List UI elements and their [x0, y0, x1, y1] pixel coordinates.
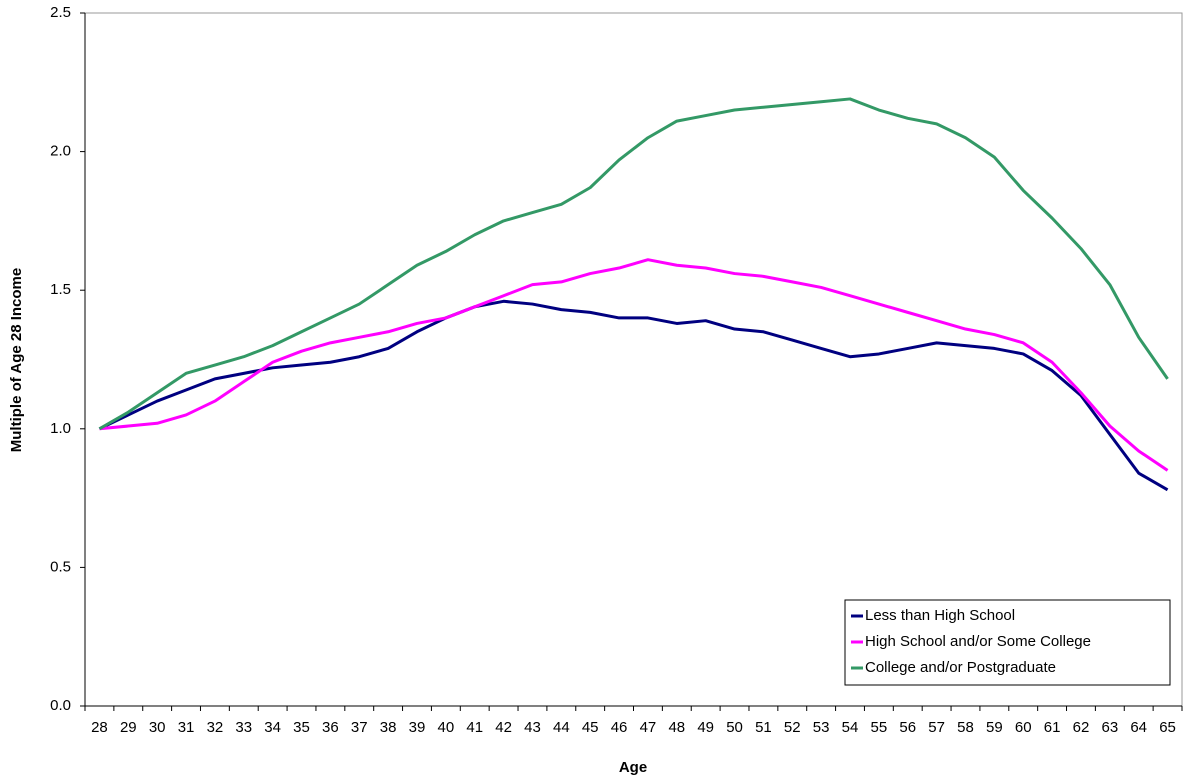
x-tick-label: 50: [726, 719, 743, 736]
y-tick-label: 1.0: [50, 420, 71, 437]
legend-box: [844, 599, 1171, 686]
series-line: [99, 258, 1169, 472]
x-tick-label: 40: [438, 719, 455, 736]
x-tick-label: 48: [668, 719, 685, 736]
x-tick-label: 41: [466, 719, 483, 736]
x-tick-label: 35: [293, 719, 310, 736]
x-tick-label: 29: [120, 719, 137, 736]
series-line: [98, 299, 1169, 492]
x-tick-label: 38: [380, 719, 397, 736]
x-tick-label: 52: [784, 719, 801, 736]
x-tick-label: 64: [1130, 719, 1147, 736]
legend-label: High School and/or Some College: [865, 633, 1091, 650]
x-tick-label: 60: [1015, 719, 1032, 736]
x-axis-title: Age: [619, 759, 647, 776]
x-tick-label: 49: [697, 719, 714, 736]
x-tick-label: 39: [409, 719, 426, 736]
x-tick-label: 36: [322, 719, 339, 736]
x-tick-label: 62: [1073, 719, 1090, 736]
x-tick-label: 32: [207, 719, 224, 736]
legend-label: Less than High School: [865, 607, 1015, 624]
x-tick-label: 37: [351, 719, 368, 736]
x-tick-label: 46: [611, 719, 628, 736]
y-axis-title: Multiple of Age 28 Income: [8, 268, 25, 452]
x-tick-label: 58: [957, 719, 974, 736]
y-tick-label: 2.0: [50, 143, 71, 160]
x-tick-label: 34: [264, 719, 281, 736]
x-tick-label: 42: [495, 719, 512, 736]
x-tick-label: 31: [178, 719, 195, 736]
legend-label: College and/or Postgraduate: [865, 659, 1056, 676]
x-tick-label: 59: [986, 719, 1003, 736]
x-tick-label: 61: [1044, 719, 1061, 736]
y-tick-label: 1.5: [50, 281, 71, 298]
y-tick-label: 2.5: [50, 4, 71, 21]
x-tick-label: 53: [813, 719, 830, 736]
x-tick-label: 47: [640, 719, 657, 736]
x-tick-label: 63: [1101, 719, 1118, 736]
x-tick-label: 33: [235, 719, 252, 736]
x-tick-label: 45: [582, 719, 599, 736]
x-tick-label: 44: [553, 719, 570, 736]
y-tick-label: 0.0: [50, 697, 71, 714]
x-tick-label: 30: [149, 719, 166, 736]
x-tick-label: 28: [91, 719, 108, 736]
x-tick-label: 43: [524, 719, 541, 736]
x-tick-label: 65: [1159, 719, 1176, 736]
x-tick-label: 55: [871, 719, 888, 736]
x-tick-label: 51: [755, 719, 772, 736]
y-tick-label: 0.5: [50, 558, 71, 575]
x-tick-label: 56: [899, 719, 916, 736]
series-line: [98, 97, 1169, 431]
x-tick-label: 54: [842, 719, 859, 736]
x-tick-label: 57: [928, 719, 945, 736]
